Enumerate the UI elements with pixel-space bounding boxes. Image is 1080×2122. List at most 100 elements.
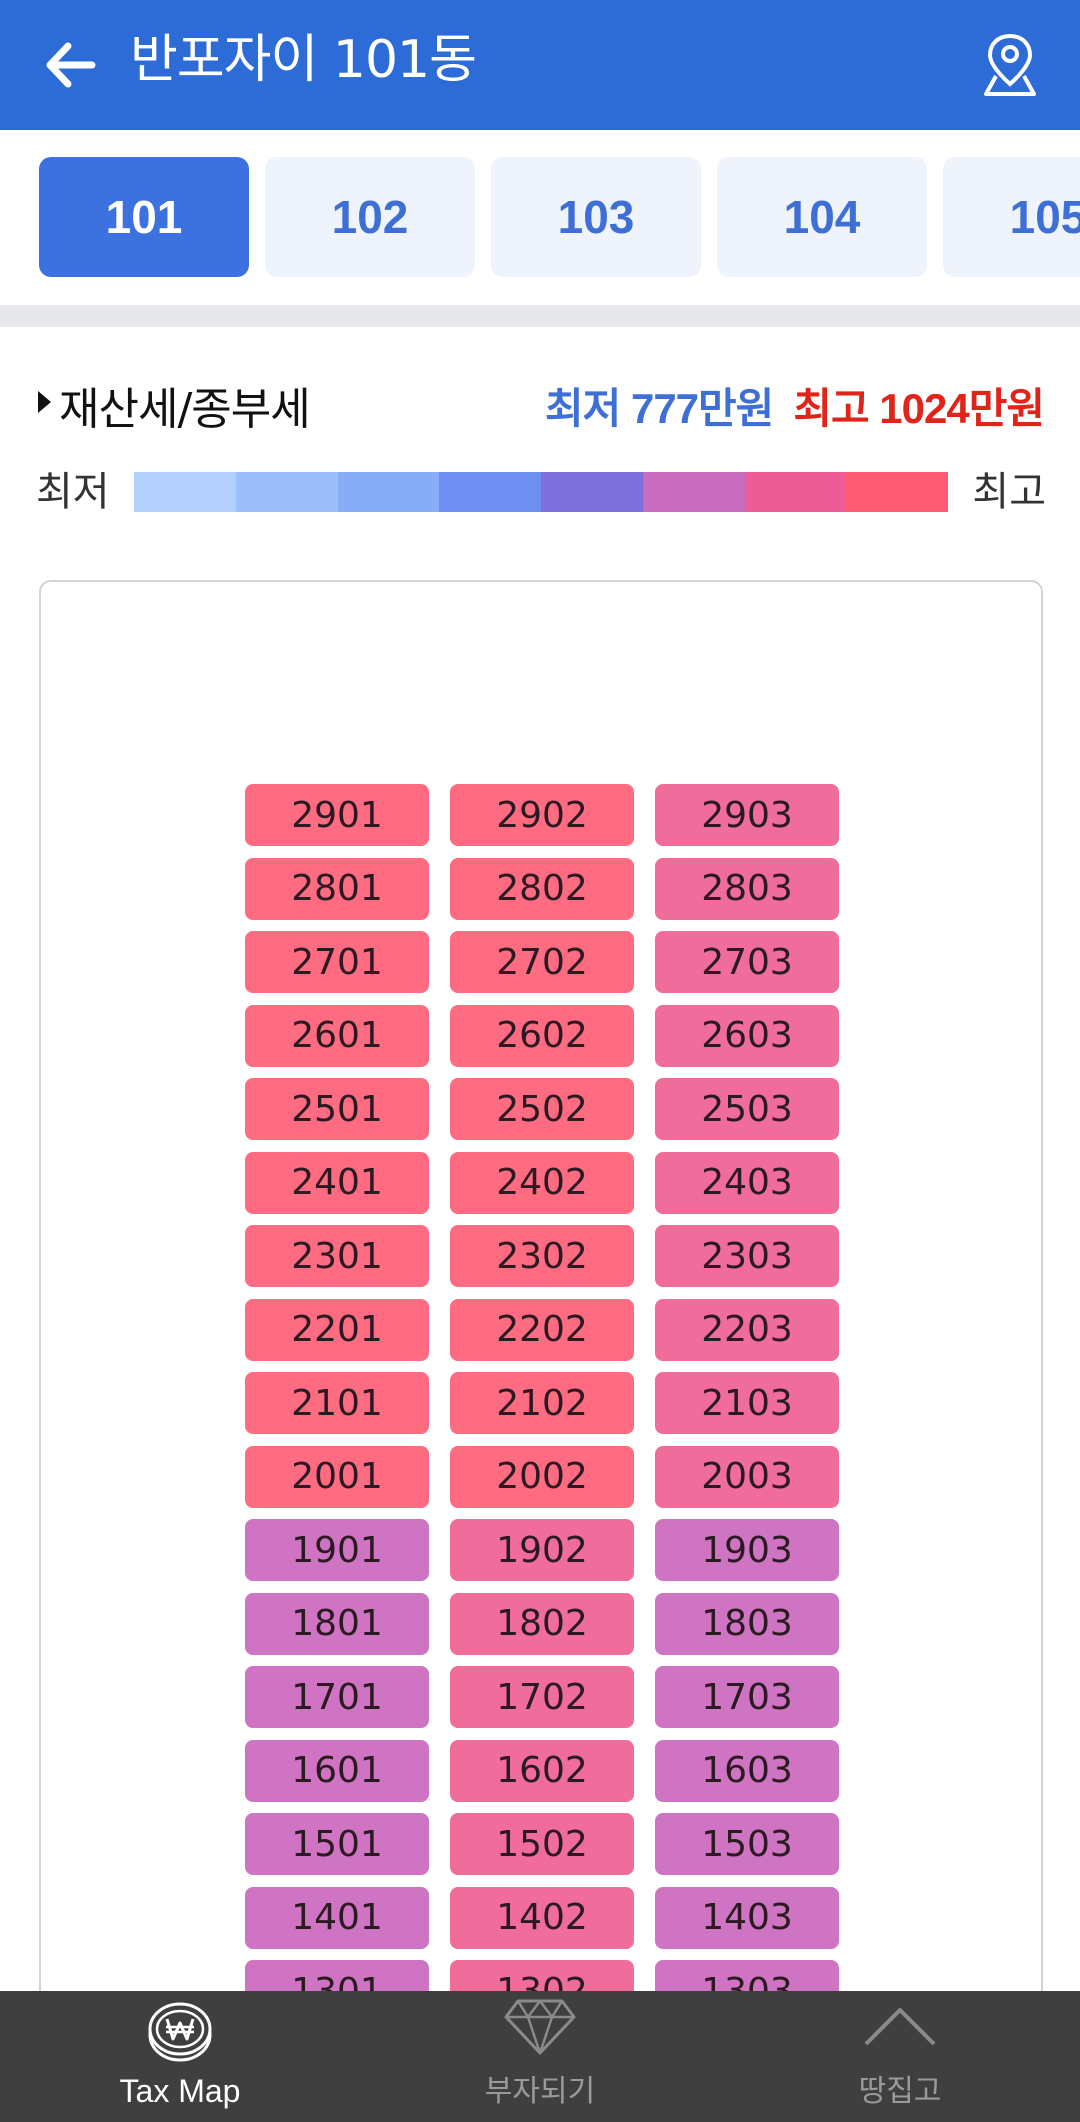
unit-grid: 2901 2902 2903 2801 2802 2803 2701 2702 2703 2601… [245, 784, 845, 2034]
tab-building-104[interactable]: 104 [717, 157, 927, 277]
unit-row: 1401 1402 1403 [245, 1886, 845, 1961]
legend-low-label: 최저 [36, 469, 110, 515]
unit-cell[interactable]: 1801 [245, 1592, 429, 1655]
unit-cell[interactable]: 1802 [450, 1592, 634, 1655]
unit-cell[interactable]: 2601 [245, 1004, 429, 1067]
section-divider [0, 305, 1080, 327]
unit-row: 2101 2102 2103 [245, 1372, 845, 1446]
unit-cell[interactable]: 1803 [655, 1592, 839, 1655]
unit-cell[interactable]: 1403 [655, 1886, 839, 1949]
legend-segment [744, 472, 847, 512]
unit-cell[interactable]: 1902 [450, 1519, 634, 1581]
diamond-icon [495, 1991, 585, 2060]
map-pin-icon [984, 33, 1036, 96]
triangle-bullet-icon [38, 391, 51, 413]
building-tabs: 101 102 103 104 105 [0, 130, 1080, 305]
map-button[interactable] [970, 25, 1050, 105]
unit-row: 2001 2002 2003 [245, 1445, 845, 1520]
unit-cell[interactable]: 1702 [450, 1666, 634, 1728]
unit-cell[interactable]: 1901 [245, 1519, 429, 1581]
unit-cell[interactable]: 2303 [655, 1225, 839, 1287]
unit-cell[interactable]: 2102 [450, 1372, 634, 1434]
nav-tax-map-label: Tax Map [119, 2073, 241, 2109]
unit-row: 2201 2202 2203 [245, 1298, 845, 1373]
unit-row: 1801 1802 1803 [245, 1592, 845, 1667]
unit-cell[interactable]: 2402 [450, 1151, 634, 1214]
tab-building-102[interactable]: 102 [265, 157, 475, 277]
unit-cell[interactable]: 2802 [450, 857, 634, 920]
unit-cell[interactable]: 1603 [655, 1739, 839, 1802]
unit-cell[interactable]: 2501 [245, 1078, 429, 1140]
arrow-left-icon [46, 42, 96, 88]
back-button[interactable] [30, 25, 110, 105]
unit-cell[interactable]: 2002 [450, 1445, 634, 1508]
tax-summary: 재산세/종부세 최저 777만원 최고 1024만원 [0, 370, 1080, 440]
unit-cell[interactable]: 2403 [655, 1151, 839, 1214]
tab-building-103[interactable]: 103 [491, 157, 701, 277]
tax-max-value: 최고 1024만원 [793, 384, 1045, 432]
nav-ddangjipgo-label: 땅집고 [858, 2074, 942, 2109]
page-title: 반포자이 101동 [130, 30, 477, 90]
unit-cell[interactable]: 2103 [655, 1372, 839, 1434]
unit-cell[interactable]: 2503 [655, 1078, 839, 1140]
unit-cell[interactable]: 2602 [450, 1004, 634, 1067]
legend-high-label: 최고 [972, 469, 1046, 515]
unit-cell[interactable]: 2901 [245, 784, 429, 846]
tax-type-label: 재산세/종부세 [59, 384, 311, 435]
legend-segment [541, 472, 643, 512]
unit-cell[interactable]: 2302 [450, 1225, 634, 1287]
unit-cell[interactable]: 2803 [655, 857, 839, 920]
unit-cell[interactable]: 1502 [450, 1813, 634, 1875]
nav-get-rich[interactable]: 부자되기 [360, 1991, 720, 2122]
unit-grid-panel: 2901 2902 2903 2801 2802 2803 2701 2702 2703 2601… [39, 580, 1043, 2122]
legend-segment [235, 472, 338, 512]
unit-row: 2301 2302 2303 [245, 1225, 845, 1299]
unit-cell[interactable]: 2202 [450, 1298, 634, 1361]
unit-cell[interactable]: 1701 [245, 1666, 429, 1728]
tax-label-wrap: 재산세/종부세 [38, 370, 311, 440]
tab-building-101[interactable]: 101 [39, 157, 249, 277]
unit-cell[interactable]: 2201 [245, 1298, 429, 1361]
unit-cell[interactable]: 1903 [655, 1519, 839, 1581]
unit-cell[interactable]: 2603 [655, 1004, 839, 1067]
unit-cell[interactable]: 1402 [450, 1886, 634, 1949]
unit-row: 2501 2502 2503 [245, 1078, 845, 1152]
unit-cell[interactable]: 1703 [655, 1666, 839, 1728]
legend-segment [134, 472, 236, 512]
unit-cell[interactable]: 1601 [245, 1739, 429, 1802]
unit-cell[interactable]: 2902 [450, 784, 634, 846]
bottom-navigation: Tax Map 부자되기 땅집고 [0, 1991, 1080, 2122]
nav-get-rich-label: 부자되기 [484, 2074, 596, 2109]
unit-cell[interactable]: 2903 [655, 784, 839, 846]
unit-row: 2601 2602 2603 [245, 1004, 845, 1079]
legend-segment [846, 472, 948, 512]
tab-building-105[interactable]: 105 [943, 157, 1080, 277]
unit-cell[interactable]: 2502 [450, 1078, 634, 1140]
unit-row: 2401 2402 2403 [245, 1151, 845, 1226]
nav-tax-map[interactable]: Tax Map [0, 1991, 360, 2122]
unit-cell[interactable]: 1501 [245, 1813, 429, 1875]
unit-cell[interactable]: 1401 [245, 1886, 429, 1949]
legend-gradient-bar [134, 472, 948, 512]
unit-row: 1601 1602 1603 [245, 1739, 845, 1814]
unit-cell[interactable]: 2101 [245, 1372, 429, 1434]
unit-cell[interactable]: 2203 [655, 1298, 839, 1361]
unit-cell[interactable]: 2702 [450, 931, 634, 993]
unit-cell[interactable]: 2301 [245, 1225, 429, 1287]
unit-cell[interactable]: 2701 [245, 931, 429, 993]
unit-cell[interactable]: 2801 [245, 857, 429, 920]
legend-segment [642, 472, 745, 512]
won-coin-icon [135, 1997, 225, 2067]
unit-row: 1501 1502 1503 [245, 1813, 845, 1887]
unit-cell[interactable]: 2001 [245, 1445, 429, 1508]
color-legend: 최저 최고 [0, 462, 1080, 522]
nav-ddangjipgo[interactable]: 땅집고 [720, 1991, 1080, 2122]
unit-row: 2701 2702 2703 [245, 931, 845, 1005]
unit-cell[interactable]: 2703 [655, 931, 839, 993]
unit-cell[interactable]: 2003 [655, 1445, 839, 1508]
legend-segment [337, 472, 440, 512]
unit-cell[interactable]: 2401 [245, 1151, 429, 1214]
unit-cell[interactable]: 1602 [450, 1739, 634, 1802]
unit-cell[interactable]: 1503 [655, 1813, 839, 1875]
